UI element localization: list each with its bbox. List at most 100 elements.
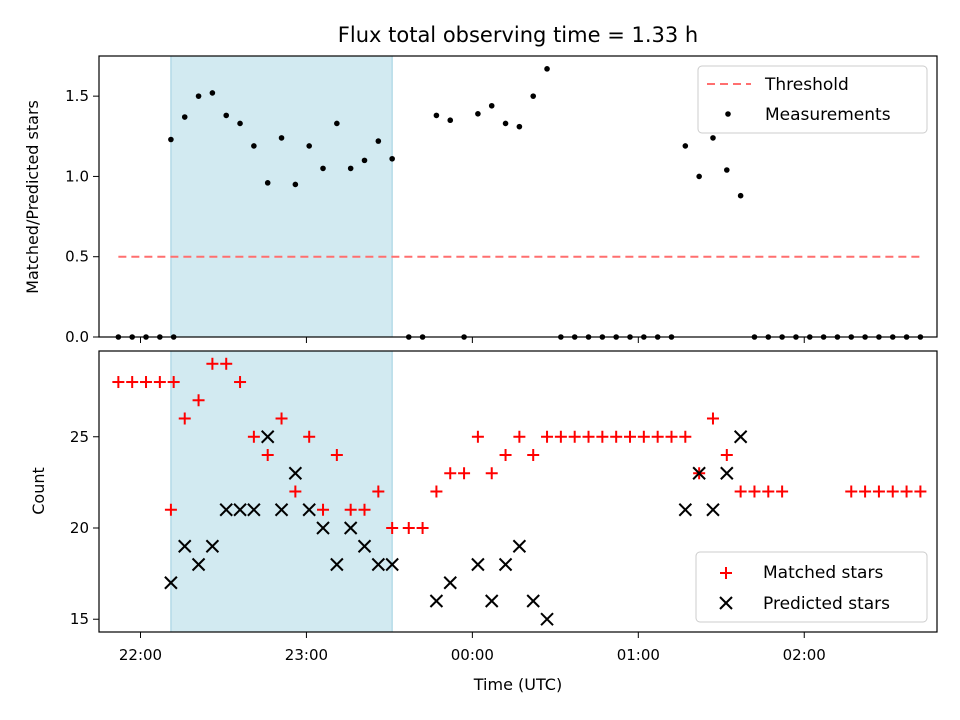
measurement-point [195, 93, 202, 99]
predicted-star-point [330, 557, 344, 572]
matched-star-point [317, 503, 330, 516]
predicted-star-point [178, 539, 192, 553]
matched-star-point [126, 376, 139, 389]
measurement-point [320, 165, 326, 172]
matched-star-point [164, 503, 177, 516]
predicted-star-point [706, 503, 720, 517]
measurement-legend-swatch [725, 111, 731, 117]
predicted-star-point [540, 612, 554, 626]
measurement-point [375, 138, 382, 144]
measurement-point [696, 173, 702, 180]
bottom-legend-box [695, 551, 928, 623]
matched-star-point [582, 430, 595, 443]
top-legend-box [697, 65, 928, 134]
measurement-point [488, 102, 495, 109]
predicted-star-point [371, 557, 386, 572]
measurement-point [433, 112, 440, 119]
matched-star-point [665, 430, 678, 443]
matched-star-point [112, 376, 125, 389]
matched-star-point [247, 430, 260, 443]
x-tick-label: 02:00 [783, 646, 826, 664]
matched-stars-points [112, 357, 927, 534]
measurement-point [475, 111, 481, 117]
bottom-y-axis-label: Count [29, 467, 48, 515]
predicted-star-point [720, 466, 734, 480]
chart-title: Flux total observing time = 1.33 h [338, 23, 698, 47]
matched-star-point [330, 449, 343, 462]
matched-star-point [554, 430, 567, 443]
predicted-star-point [429, 594, 444, 608]
matched-star-point [720, 449, 733, 462]
predicted-star-point [164, 576, 178, 590]
x-tick-label: 01:00 [617, 646, 660, 664]
matched-star-point [303, 430, 316, 443]
top-panel: 0.0 0.5 1.0 1.5 Matched/Predicted stars Thr… [23, 55, 938, 346]
bottom-panel: 15 20 25 22:00 23:00 00:00 01:00 02:00 Count T… [29, 350, 938, 694]
predicted-star-point [288, 466, 303, 480]
matched-star-point [402, 521, 415, 534]
predicted-star-point [191, 557, 206, 572]
predicted-star-point [692, 466, 706, 480]
predicted-star-point [247, 503, 261, 517]
bottom-legend: Matched stars Predicted stars [695, 551, 928, 623]
matched-star-point [651, 430, 664, 443]
predicted-star-point [443, 576, 457, 590]
matched-star-point [872, 485, 885, 498]
matched-star-point [140, 376, 153, 389]
top-y-axis-label: Matched/Predicted stars [23, 100, 42, 294]
predicted-star-point [512, 539, 527, 553]
bottom-y-tick-label: 15 [70, 610, 89, 628]
top-y-tick-label: 0.0 [65, 328, 89, 346]
x-axis-label: Time (UTC) [473, 675, 562, 694]
predicted-star-point [274, 503, 289, 517]
predicted-legend-swatch [719, 596, 733, 610]
x-tick-label: 22:00 [119, 646, 162, 664]
matched-star-point [568, 430, 581, 443]
measurement-point [361, 157, 368, 164]
predicted-stars-points [164, 430, 748, 626]
predicted-star-point [485, 594, 499, 608]
measurement-point [710, 135, 716, 141]
matched-star-point [776, 485, 789, 498]
top-y-tick-label: 1.5 [65, 87, 89, 105]
matched-star-point [430, 485, 443, 498]
matched-star-point [206, 357, 219, 370]
matched-star-point [344, 503, 357, 516]
bottom-x-ticks: 22:00 23:00 00:00 01:00 02:00 [119, 632, 826, 664]
matched-star-point [261, 449, 274, 462]
predicted-star-point [302, 503, 316, 517]
measurement-point [530, 93, 537, 99]
matched-star-point [416, 521, 429, 534]
matched-star-point [859, 485, 872, 498]
matched-star-point [900, 485, 913, 498]
matched-star-point [485, 467, 498, 480]
top-y-tick-label: 0.5 [65, 248, 89, 266]
predicted-star-point [678, 503, 693, 517]
matched-star-point [444, 467, 457, 480]
matched-star-point [234, 376, 247, 389]
measurement-point [389, 155, 395, 162]
measurement-point [682, 143, 689, 149]
measurement-point [237, 120, 243, 127]
measurement-point [737, 192, 744, 199]
matched-star-point [167, 376, 180, 389]
matched-star-point [192, 394, 205, 407]
measurement-point [516, 123, 523, 130]
matched-star-point [706, 412, 719, 425]
matched-star-point [499, 449, 512, 462]
measurement-point [223, 112, 230, 119]
matched-legend-swatch [720, 567, 732, 579]
matched-star-point [220, 357, 233, 370]
matched-star-point [734, 485, 747, 498]
matched-star-point [886, 485, 899, 498]
matched-star-point [386, 521, 399, 534]
measurement-point [209, 90, 216, 96]
matched-star-point [748, 485, 761, 498]
predicted-star-point [385, 557, 399, 572]
top-legend: Threshold Measurements [697, 65, 928, 134]
matched-star-point [624, 430, 637, 443]
top-highlight-span [170, 55, 393, 338]
measurement-point [292, 181, 299, 188]
predicted-star-point [260, 430, 275, 444]
